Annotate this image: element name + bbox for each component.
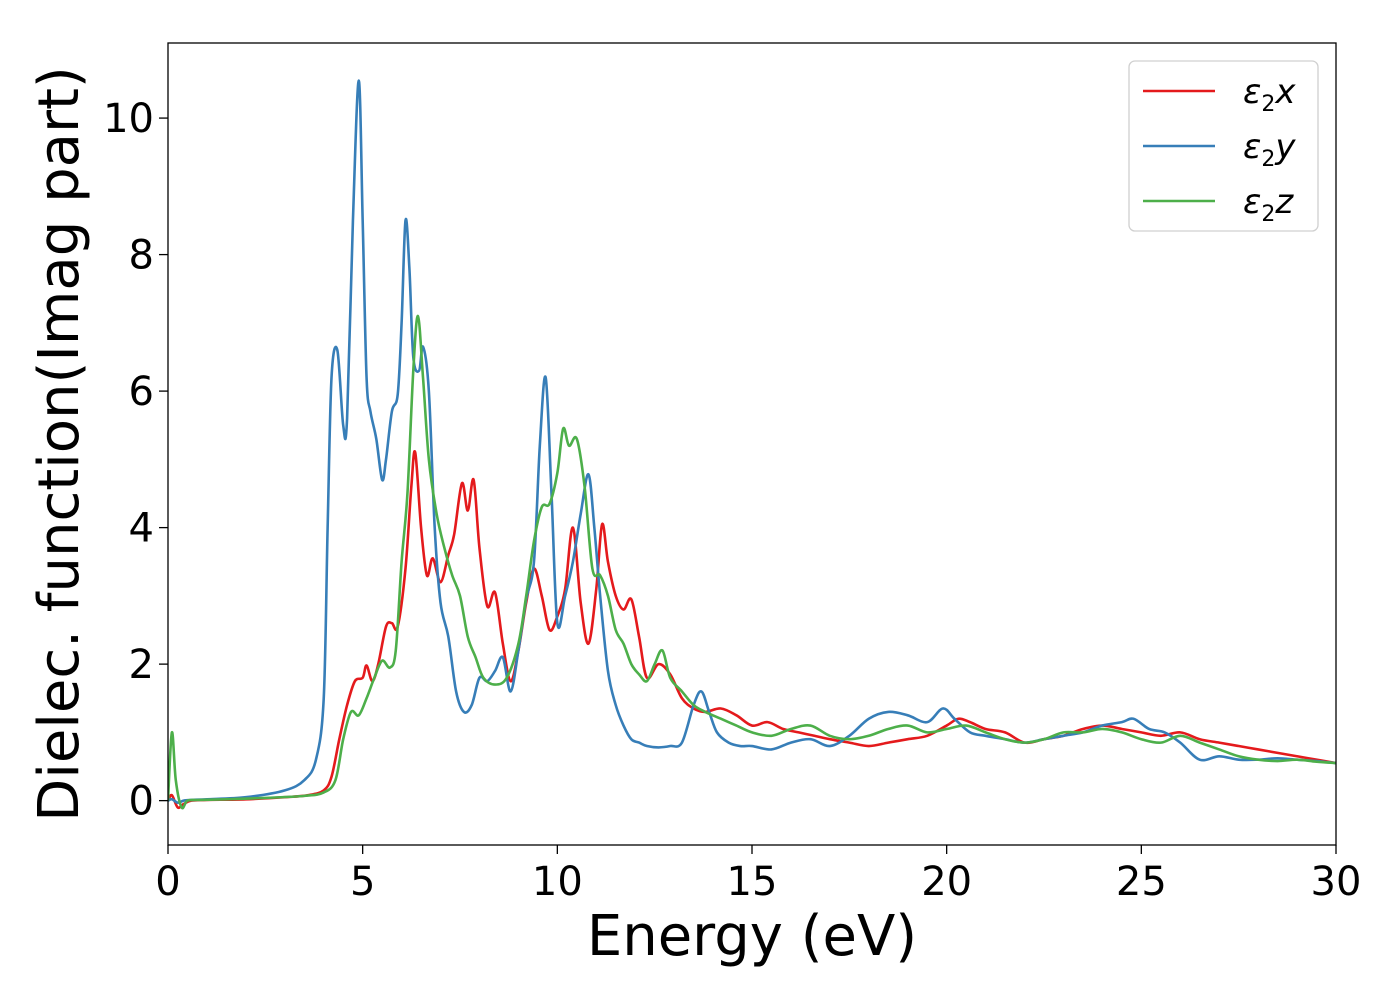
legend-label-y: ε2y bbox=[1243, 127, 1296, 172]
y-tick-label: 8 bbox=[129, 233, 154, 279]
x-tick-label: 5 bbox=[350, 859, 375, 905]
y-tick-label: 4 bbox=[129, 506, 154, 552]
y-axis-title: Dielec. function(Imag part) bbox=[27, 66, 92, 822]
x-tick-label: 25 bbox=[1116, 859, 1167, 905]
y-tick-label: 0 bbox=[129, 779, 154, 825]
x-tick-label: 20 bbox=[921, 859, 972, 905]
series-layer bbox=[168, 79, 1336, 810]
series-line-z bbox=[168, 314, 1336, 810]
ticks-layer: 0 5 10 15 20 25 30 0 2 4 6 8 10 bbox=[103, 96, 1361, 905]
y-tick-label: 10 bbox=[103, 96, 154, 142]
legend-box bbox=[1128, 60, 1319, 232]
y-tick-label: 2 bbox=[129, 642, 154, 688]
x-axis-title: Energy (eV) bbox=[587, 904, 917, 969]
x-tick-label: 15 bbox=[727, 859, 778, 905]
legend-label-x: ε2x bbox=[1243, 72, 1296, 117]
legend-label-z: ε2z bbox=[1243, 182, 1294, 227]
x-tick-label: 0 bbox=[155, 859, 180, 905]
x-tick-label: 30 bbox=[1311, 859, 1362, 905]
y-tick-label: 6 bbox=[129, 369, 154, 415]
legend: ε2x ε2y ε2z bbox=[1128, 60, 1319, 232]
series-line-x bbox=[168, 449, 1336, 810]
x-tick-label: 10 bbox=[532, 859, 583, 905]
